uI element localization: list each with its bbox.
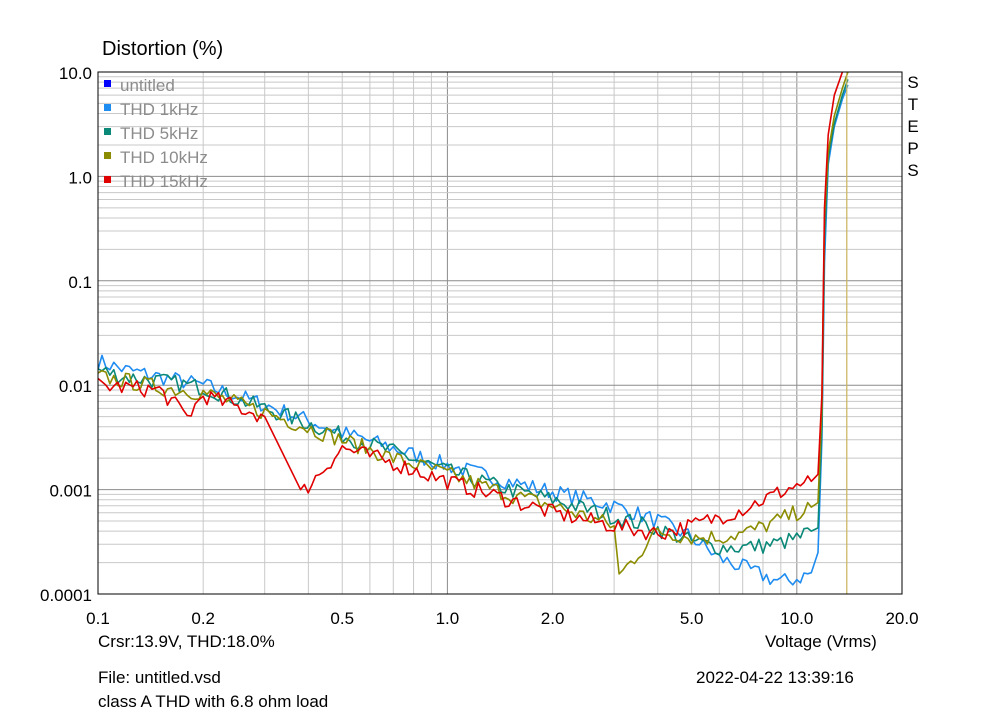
legend-swatch: [104, 80, 111, 87]
legend-item[interactable]: THD 15kHz: [104, 172, 208, 191]
description-note: class A THD with 6.8 ohm load: [98, 692, 329, 711]
x-tick-label: 1.0: [436, 609, 460, 628]
legend-swatch: [104, 176, 111, 183]
series-line-thd-10khz: [98, 72, 849, 575]
legend-label: THD 5kHz: [120, 124, 198, 143]
y-tick-label: 1.0: [68, 168, 92, 187]
steps-letter: E: [907, 117, 918, 136]
legend-swatch: [104, 152, 111, 159]
steps-letter: S: [907, 161, 918, 180]
steps-letter: T: [908, 95, 918, 114]
legend-swatch: [104, 128, 111, 135]
x-tick-label: 2.0: [541, 609, 565, 628]
legend-item[interactable]: untitled: [104, 76, 175, 95]
y-tick-label: 0.1: [68, 273, 92, 292]
y-tick-label: 0.001: [49, 482, 92, 501]
chart-title: Distortion (%): [102, 38, 224, 60]
cursor-readout: Crsr:13.9V, THD:18.0%: [98, 632, 275, 651]
y-tick-label: 0.0001: [40, 586, 92, 605]
series-line-thd-15khz: [98, 72, 844, 541]
x-axis-label: Voltage (Vrms): [765, 632, 877, 651]
legend-label: untitled: [120, 76, 175, 95]
legend-swatch: [104, 104, 111, 111]
x-tick-label: 10.0: [780, 609, 813, 628]
steps-letter: P: [907, 139, 918, 158]
series-line-thd-5khz: [98, 79, 849, 556]
x-tick-label: 0.5: [330, 609, 354, 628]
timestamp: 2022-04-22 13:39:16: [696, 668, 854, 687]
legend-label: THD 10kHz: [120, 148, 208, 167]
legend-item[interactable]: THD 1kHz: [104, 100, 198, 119]
x-tick-label: 5.0: [680, 609, 704, 628]
x-tick-label: 20.0: [885, 609, 918, 628]
file-name: File: untitled.vsd: [98, 668, 221, 687]
x-tick-label: 0.1: [86, 609, 110, 628]
legend-item[interactable]: THD 5kHz: [104, 124, 198, 143]
legend-label: THD 1kHz: [120, 100, 198, 119]
legend-item[interactable]: THD 10kHz: [104, 148, 208, 167]
tick-labels: 0.1 0.2 0.5 1.0 2.0 5.0 10.0 20.0 0.0001 0.001 0.0…: [40, 64, 919, 628]
x-tick-label: 0.2: [191, 609, 215, 628]
y-tick-label: 0.01: [59, 377, 92, 396]
steps-letter: S: [907, 73, 918, 92]
grid-lines: [98, 72, 902, 594]
legend-label: THD 15kHz: [120, 172, 208, 191]
series-layer: [98, 72, 849, 594]
y-tick-label: 10.0: [59, 64, 92, 83]
legend[interactable]: untitled THD 1kHz THD 5kHz THD 10kHz THD 15k…: [104, 76, 208, 191]
plot-frame: [97, 71, 903, 595]
